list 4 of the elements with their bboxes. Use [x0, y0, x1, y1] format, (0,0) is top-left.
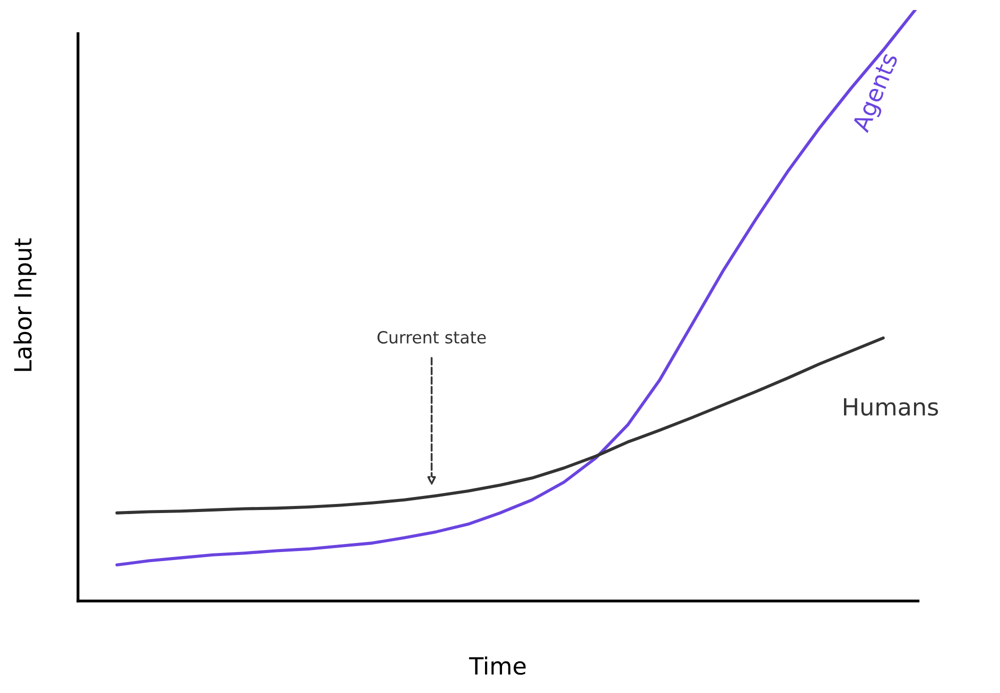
x-axis-title: Time — [469, 656, 526, 675]
y-axis-title: Labor Input — [13, 238, 36, 371]
series-label: Humans — [844, 398, 938, 416]
annotation: Current state — [378, 331, 486, 344]
